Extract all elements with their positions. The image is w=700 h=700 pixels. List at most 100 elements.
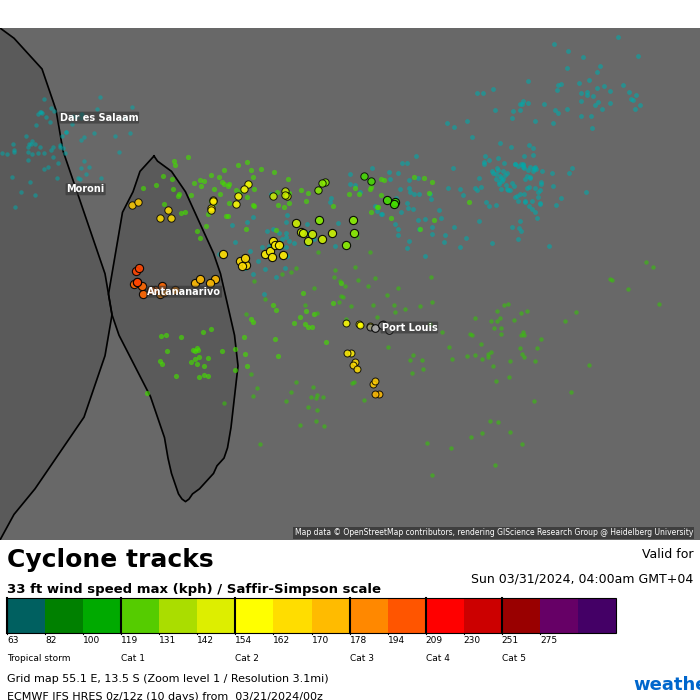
Point <box>251 382 262 393</box>
Point <box>376 208 387 219</box>
Bar <box>121 598 160 633</box>
Point <box>487 167 498 178</box>
Point <box>494 178 505 190</box>
Point <box>495 172 506 183</box>
Point <box>405 354 416 365</box>
Point <box>481 196 492 207</box>
Point <box>83 161 94 172</box>
Point <box>428 215 440 226</box>
Bar <box>160 598 197 633</box>
Point <box>192 358 203 370</box>
Point <box>302 401 314 412</box>
Point <box>498 300 510 311</box>
Point <box>288 237 300 248</box>
Point <box>369 200 380 211</box>
Point <box>485 316 496 327</box>
Point <box>270 240 281 251</box>
Point <box>189 177 200 188</box>
Point <box>34 141 46 152</box>
Point <box>300 299 311 310</box>
Point <box>376 174 387 185</box>
Point <box>479 159 490 170</box>
Point <box>267 299 279 310</box>
Point <box>270 304 281 316</box>
Text: Cat 2: Cat 2 <box>235 654 259 663</box>
Point <box>236 186 247 197</box>
Point <box>75 108 86 120</box>
Point <box>482 348 493 359</box>
Point <box>552 80 564 91</box>
Point <box>302 236 314 247</box>
Point <box>393 167 404 178</box>
Point <box>309 282 320 293</box>
Point <box>522 76 533 87</box>
Point <box>416 354 428 365</box>
Point <box>33 147 44 158</box>
Point <box>389 199 400 210</box>
Point <box>371 206 382 217</box>
Bar <box>7 598 616 633</box>
Point <box>206 324 217 335</box>
Point <box>529 116 540 127</box>
Text: 209: 209 <box>426 636 443 645</box>
Point <box>317 233 328 244</box>
Polygon shape <box>0 28 112 540</box>
Point <box>495 137 506 148</box>
Point <box>514 215 526 226</box>
Point <box>407 349 419 360</box>
Point <box>136 281 147 292</box>
Point <box>367 162 378 173</box>
Point <box>60 147 71 158</box>
Point <box>193 372 204 383</box>
Point <box>48 141 59 153</box>
Text: Cat 4: Cat 4 <box>426 654 449 663</box>
Point <box>510 159 521 170</box>
Point <box>209 197 220 209</box>
Point <box>514 98 526 109</box>
Point <box>241 216 252 228</box>
Text: 154: 154 <box>235 636 253 645</box>
Point <box>489 459 500 470</box>
Point <box>584 360 595 371</box>
Point <box>134 262 145 274</box>
Point <box>605 97 616 108</box>
Point <box>76 112 87 123</box>
Point <box>290 376 302 387</box>
Point <box>502 183 513 195</box>
Point <box>125 128 136 139</box>
Point <box>577 51 588 62</box>
Point <box>161 330 172 341</box>
Point <box>57 131 68 142</box>
Point <box>270 225 281 236</box>
Point <box>534 198 545 209</box>
Point <box>157 280 168 291</box>
Point <box>131 276 142 287</box>
Point <box>78 155 90 167</box>
Point <box>518 189 529 200</box>
Point <box>42 162 53 173</box>
Point <box>580 186 592 197</box>
Point <box>594 60 606 71</box>
Text: 275: 275 <box>540 636 557 645</box>
Point <box>514 105 526 116</box>
Point <box>266 189 277 200</box>
Point <box>589 99 600 111</box>
Point <box>529 183 540 194</box>
Point <box>175 208 186 219</box>
Point <box>354 187 365 198</box>
Point <box>535 197 546 209</box>
Text: 100: 100 <box>83 636 100 645</box>
Point <box>231 198 242 209</box>
Point <box>281 216 292 228</box>
Point <box>76 135 87 146</box>
Point <box>256 241 267 253</box>
Point <box>368 300 379 311</box>
Point <box>367 378 378 389</box>
Point <box>538 98 550 109</box>
Point <box>186 357 197 368</box>
Point <box>575 110 587 121</box>
Point <box>300 305 312 316</box>
Point <box>593 97 604 108</box>
Point <box>606 274 617 286</box>
Point <box>329 272 340 283</box>
